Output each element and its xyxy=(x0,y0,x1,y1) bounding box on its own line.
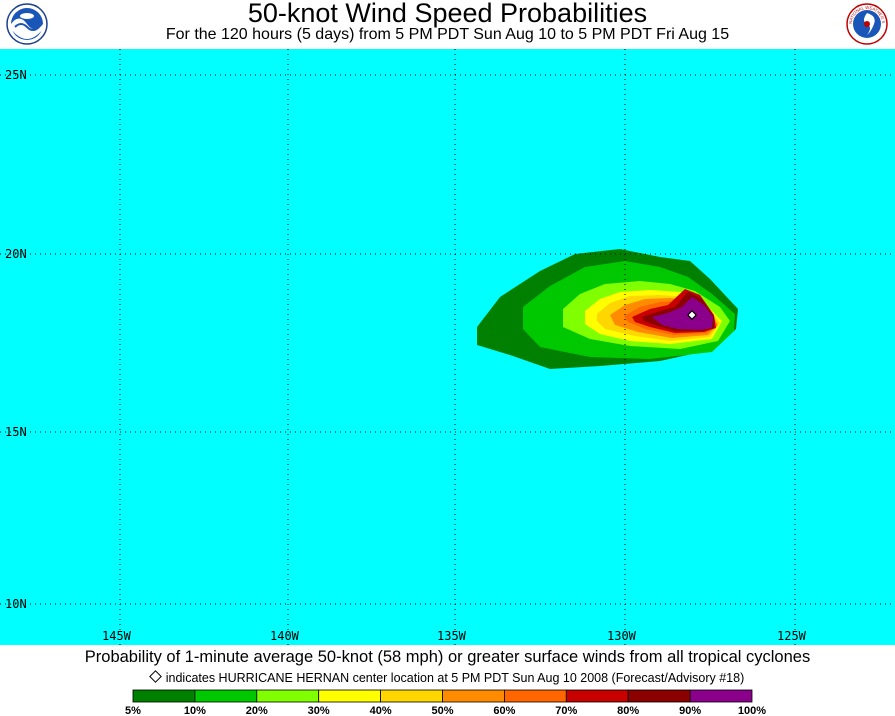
lat-label-10n: 10N xyxy=(5,597,27,611)
colorbar-swatch xyxy=(442,689,505,703)
lat-label-20n: 20N xyxy=(5,247,27,261)
colorbar-swatch xyxy=(380,689,443,703)
colorbar-swatch xyxy=(627,689,691,703)
colorbar-label: 10% xyxy=(184,705,206,716)
colorbar-label: 70% xyxy=(555,705,577,716)
lon-label-135w: 135W xyxy=(437,629,467,643)
colorbar-swatch xyxy=(503,689,567,703)
colorbar-swatch xyxy=(132,689,196,703)
colorbar-label: 80% xyxy=(617,705,639,716)
storm-legend-note: indicates HURRICANE HERNAN center locati… xyxy=(0,670,895,686)
diamond-icon xyxy=(148,670,162,683)
lat-label-15n: 15N xyxy=(5,425,27,439)
map-caption: Probability of 1-minute average 50-knot … xyxy=(84,648,811,666)
colorbar-label: 90% xyxy=(679,705,701,716)
colorbar-label: 50% xyxy=(431,705,453,716)
probability-colorbar: 5% 10% 20% 30% 40% 50% 60% 70% 80% 90% 100% xyxy=(125,689,766,716)
storm-center-diamond-icon xyxy=(686,309,698,321)
lon-label-125w: 125W xyxy=(777,629,807,643)
colorbar-swatch xyxy=(689,689,753,703)
colorbar-swatch xyxy=(318,689,382,703)
colorbar-label: 5% xyxy=(125,705,141,716)
colorbar-label: 60% xyxy=(493,705,515,716)
colorbar-label: 100% xyxy=(738,705,766,716)
page-title: 50-knot Wind Speed Probabilities xyxy=(247,0,648,28)
storm-legend-text: indicates HURRICANE HERNAN center locati… xyxy=(165,671,745,685)
nws-logo: NATIONAL WEATHER SERVICE xyxy=(846,3,888,45)
prob-region-90 xyxy=(652,297,713,330)
colorbar-swatch xyxy=(194,689,258,703)
colorbar-label: 40% xyxy=(370,705,392,716)
lat-label-25n: 25N xyxy=(5,68,27,82)
colorbar-label: 30% xyxy=(308,705,330,716)
lon-label-130w: 130W xyxy=(607,629,637,643)
colorbar-swatch xyxy=(256,689,320,703)
page-subtitle: For the 120 hours (5 days) from 5 PM PDT… xyxy=(165,26,730,43)
graticule xyxy=(0,49,895,645)
probability-map: 25N 20N 15N 10N 145W 140W 135W 130W 125W xyxy=(0,49,895,645)
ocean-background xyxy=(0,49,895,645)
colorbar-swatches xyxy=(132,689,753,703)
lon-label-140w: 140W xyxy=(270,629,300,643)
lon-label-145w: 145W xyxy=(102,629,132,643)
noaa-logo xyxy=(6,3,48,45)
colorbar-labels: 5% 10% 20% 30% 40% 50% 60% 70% 80% 90% 100% xyxy=(125,705,766,716)
probability-contours xyxy=(477,249,738,369)
colorbar-label: 20% xyxy=(246,705,268,716)
colorbar-swatch xyxy=(565,689,629,703)
